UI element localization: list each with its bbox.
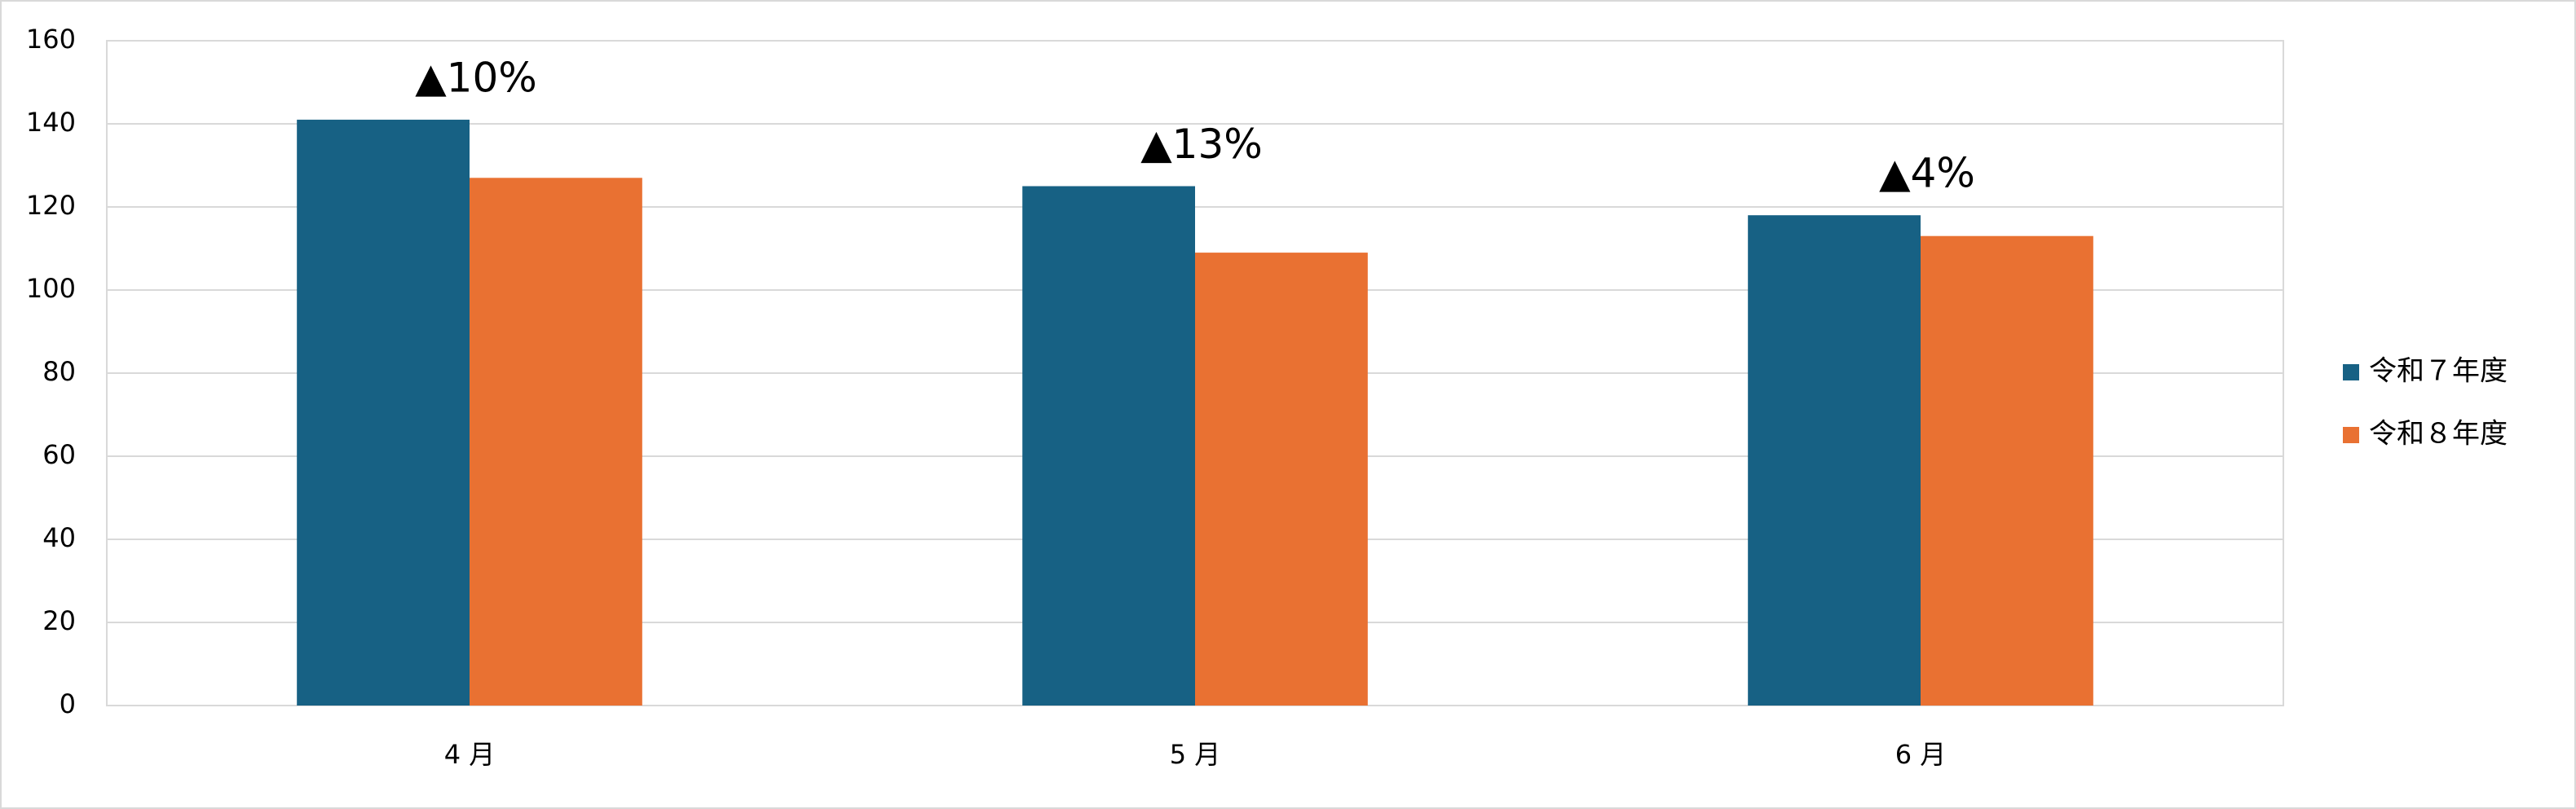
annotation: ▲10%	[415, 54, 537, 101]
legend-swatch	[2343, 427, 2359, 443]
x-tick-label: 5 月	[1170, 739, 1221, 770]
legend-label: 令和７年度	[2369, 355, 2508, 388]
y-tick-label: 100	[26, 273, 76, 304]
bar	[1022, 186, 1195, 706]
y-tick-label: 40	[42, 522, 76, 553]
y-tick-label: 80	[42, 356, 76, 387]
y-tick-label: 60	[42, 439, 76, 470]
bar	[297, 119, 470, 706]
y-tick-label: 0	[60, 688, 76, 719]
y-tick-label: 140	[26, 107, 76, 138]
bar	[1921, 235, 2093, 706]
legend-swatch	[2343, 364, 2359, 380]
bar	[1748, 215, 1921, 706]
legend-label: 令和８年度	[2369, 418, 2508, 451]
y-tick-label: 120	[26, 190, 76, 221]
annotation: ▲4%	[1879, 150, 1975, 197]
y-tick-label: 20	[42, 605, 76, 636]
x-tick-label: 6 月	[1895, 739, 1947, 770]
bar	[470, 178, 642, 706]
x-tick-label: 4 月	[444, 739, 496, 770]
bar	[1195, 253, 1368, 706]
annotation: ▲13%	[1140, 121, 1263, 168]
y-tick-label: 160	[26, 24, 76, 55]
